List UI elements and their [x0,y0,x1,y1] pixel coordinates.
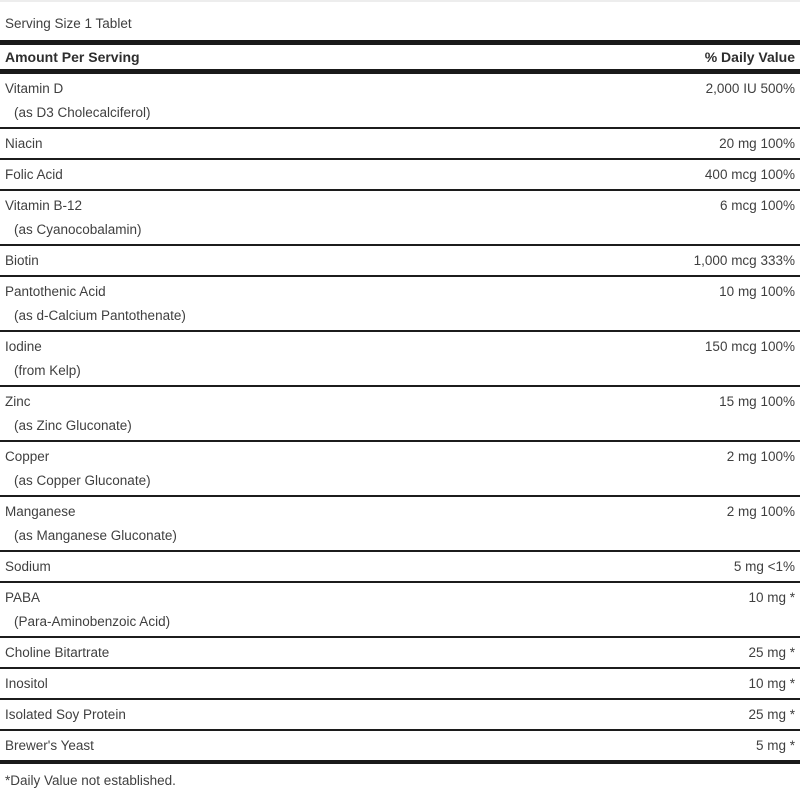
nutrient-row-isolated-soy-protein: Isolated Soy Protein 25 mg * [0,698,800,729]
nutrient-amount: 10 mg [719,284,757,299]
nutrient-dv: 100% [760,167,795,182]
nutrient-amount: 2,000 IU [705,81,757,96]
nutrient-row-niacin: Niacin 20 mg 100% [0,127,800,158]
daily-value-footnote: *Daily Value not established. [5,773,176,788]
nutrient-row-manganese: Manganese 2 mg 100% (as Manganese Glucon… [0,495,800,550]
nutrient-name: Choline Bitartrate [5,645,110,660]
divider-thick-header [0,69,800,74]
nutrient-amount: 15 mg [719,394,757,409]
nutrient-source: (as Cyanocobalamin) [14,222,142,237]
nutrient-dv: 100% [760,504,795,519]
nutrient-dv: * [789,707,795,722]
nutrient-name: Pantothenic Acid [5,284,106,299]
nutrient-amount: 10 mg [748,676,786,691]
nutrient-dv: 100% [760,284,795,299]
nutrient-row-choline-bitartrate: Choline Bitartrate 25 mg * [0,636,800,667]
divider-thick-top [0,40,800,45]
nutrient-amount: 1,000 mcg [693,253,757,268]
nutrient-dv: 100% [760,339,795,354]
nutrient-row-copper: Copper 2 mg 100% (as Copper Gluconate) [0,440,800,495]
nutrient-amount: 150 mcg [704,339,757,354]
nutrient-row-zinc: Zinc 15 mg 100% (as Zinc Gluconate) [0,385,800,440]
nutrient-amount: 25 mg [748,707,786,722]
amount-per-serving-header: Amount Per Serving [5,49,140,65]
nutrient-row-vitamin-d: Vitamin D 2,000 IU 500% (as D3 Cholecalc… [0,74,800,127]
nutrient-name: Inositol [5,676,48,691]
divider-thick-bottom [0,760,800,764]
nutrient-name: Iodine [5,339,42,354]
nutrient-name: PABA [5,590,41,605]
nutrient-name: Folic Acid [5,167,63,182]
nutrient-source: (as Zinc Gluconate) [14,418,132,433]
nutrient-amount: 6 mcg [719,198,757,213]
nutrient-name: Biotin [5,253,39,268]
nutrient-name: Manganese [5,504,76,519]
nutrient-name: Zinc [5,394,31,409]
nutrient-dv: * [789,645,795,660]
nutrient-row-vitamin-b12: Vitamin B-12 6 mcg 100% (as Cyanocobalam… [0,189,800,244]
nutrient-dv: * [789,676,795,691]
nutrient-amount: 25 mg [748,645,786,660]
nutrient-row-iodine: Iodine 150 mcg 100% (from Kelp) [0,330,800,385]
nutrient-dv: * [789,738,795,753]
nutrient-name: Copper [5,449,50,464]
nutrient-name: Sodium [5,559,51,574]
nutrient-source: (as d-Calcium Pantothenate) [14,308,186,323]
nutrient-name: Vitamin D [5,81,64,96]
nutrient-row-pantothenic-acid: Pantothenic Acid 10 mg 100% (as d-Calciu… [0,275,800,330]
nutrient-row-folic-acid: Folic Acid 400 mcg 100% [0,158,800,189]
column-header-row: Amount Per Serving % Daily Value [0,45,800,69]
nutrient-dv: 100% [760,394,795,409]
nutrient-name: Brewer's Yeast [5,738,94,753]
nutrient-row-sodium: Sodium 5 mg <1% [0,550,800,581]
nutrient-dv: 100% [760,198,795,213]
nutrient-source: (Para-Aminobenzoic Acid) [14,614,171,629]
nutrient-source: (from Kelp) [14,363,81,378]
nutrient-amount: 5 mg [755,738,786,753]
nutrient-row-paba: PABA 10 mg * (Para-Aminobenzoic Acid) [0,581,800,636]
nutrient-amount: 2 mg [726,449,757,464]
nutrient-dv: <1% [767,559,795,574]
nutrient-source: (as Manganese Gluconate) [14,528,177,543]
serving-size-text: Serving Size 1 Tablet [5,16,132,31]
nutrient-source: (as Copper Gluconate) [14,473,151,488]
nutrient-name: Niacin [5,136,43,151]
nutrient-amount: 5 mg [733,559,764,574]
daily-value-header: % Daily Value [704,49,795,65]
nutrient-dv: 100% [760,136,795,151]
nutrient-name: Isolated Soy Protein [5,707,126,722]
nutrient-dv: 333% [760,253,795,268]
nutrient-amount: 20 mg [719,136,757,151]
nutrient-amount: 400 mcg [704,167,757,182]
nutrient-name: Vitamin B-12 [5,198,83,213]
nutrient-dv: 100% [760,449,795,464]
nutrient-rows: Vitamin D 2,000 IU 500% (as D3 Cholecalc… [0,74,800,760]
top-edge-divider [0,0,800,2]
nutrient-amount: 2 mg [726,504,757,519]
nutrient-row-brewers-yeast: Brewer's Yeast 5 mg * [0,729,800,760]
nutrient-row-inositol: Inositol 10 mg * [0,667,800,698]
nutrient-amount: 10 mg [748,590,786,605]
nutrient-source: (as D3 Cholecalciferol) [14,105,151,120]
nutrient-dv: * [789,590,795,605]
nutrient-dv: 500% [760,81,795,96]
nutrient-row-biotin: Biotin 1,000 mcg 333% [0,244,800,275]
